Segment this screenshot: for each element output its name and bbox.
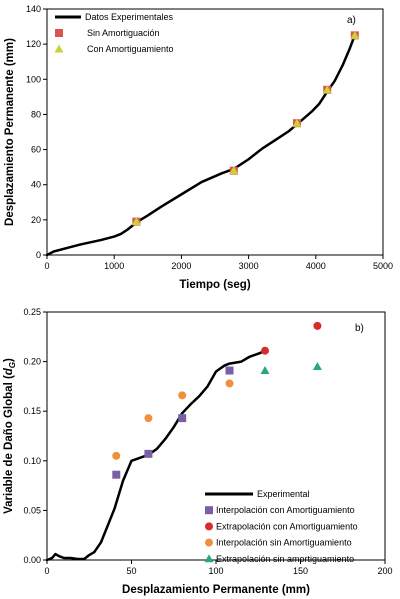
legend-marker-swatch xyxy=(205,506,213,515)
data-point xyxy=(225,366,234,375)
data-point xyxy=(312,362,322,371)
y-axis-title-subscript: G xyxy=(8,362,17,368)
y-tick-label: 0.10 xyxy=(23,456,41,466)
legend-marker-swatch xyxy=(204,554,214,563)
panel-label: a) xyxy=(347,15,356,26)
data-point xyxy=(260,366,270,375)
data-point xyxy=(292,118,302,127)
series-4 xyxy=(112,379,234,460)
legend-label: Experimental xyxy=(257,489,310,499)
x-tick-label: 100 xyxy=(208,566,223,576)
legend-marker-swatch xyxy=(55,29,63,37)
y-tick-label: 0.00 xyxy=(23,555,41,565)
data-point xyxy=(313,321,322,330)
y-tick-label: 20 xyxy=(31,215,41,225)
data-point xyxy=(178,414,187,423)
series-1 xyxy=(45,34,357,257)
y-axis-title: Desplazamiento Permanente (mm) xyxy=(4,38,16,226)
series-3 xyxy=(131,30,360,226)
x-tick-label: 2000 xyxy=(171,261,191,271)
legend-label: Datos Experimentales xyxy=(85,12,174,22)
data-point xyxy=(112,470,121,479)
x-axis-title: Desplazamiento Permanente (mm) xyxy=(122,584,310,596)
plot-frame xyxy=(46,8,384,256)
y-tick-label: 0.20 xyxy=(23,357,41,367)
y-tick-label: 0.05 xyxy=(23,505,41,515)
chart-panel-a: 0 1000 2000 3000 4000 5000 0 20 40 60 80 100 120 140 T… xyxy=(4,4,393,291)
y-tick-label: 0.15 xyxy=(23,406,41,416)
legend-marker-swatch xyxy=(205,538,213,547)
legend-label: Sin Amortiguación xyxy=(87,28,160,38)
series-1 xyxy=(45,350,265,562)
y-axis-title: Variable de Daño Global (dG) xyxy=(3,358,17,514)
y-axis-title-close: ) xyxy=(3,358,15,362)
data-point xyxy=(144,414,153,423)
data-point xyxy=(350,30,360,39)
y-tick-label: 0 xyxy=(36,250,41,260)
series-2 xyxy=(132,31,359,226)
legend-label: Con Amortiguamiento xyxy=(87,44,174,54)
y-tick-label: 40 xyxy=(31,180,41,190)
x-tick-label: 0 xyxy=(44,261,49,271)
data-point xyxy=(112,451,121,460)
data-point xyxy=(229,166,239,175)
legend-label: Interpolación con Amortiguamiento xyxy=(216,505,355,515)
legend-label: Extrapolación sin amortiguamiento xyxy=(216,554,354,564)
data-point xyxy=(144,449,153,458)
legend-label: Interpolación sin Amortiguamiento xyxy=(216,538,352,548)
y-tick-label: 80 xyxy=(31,109,41,119)
y-axis-title-symbol: d xyxy=(3,367,15,375)
y-tick-label: 140 xyxy=(26,4,41,14)
series-3 xyxy=(261,321,322,355)
x-tick-label: 0 xyxy=(44,566,49,576)
data-point xyxy=(322,85,332,94)
y-tick-label: 0.25 xyxy=(23,307,41,317)
legend: Experimental Interpolación con Amortiguam… xyxy=(204,489,358,564)
series-line xyxy=(45,350,265,562)
x-tick-label: 4000 xyxy=(306,261,326,271)
chart-panel-b: 0 50 100 150 200 0.00 0.05 0.10 0.15 0.20 0.25 Desp… xyxy=(3,307,393,596)
x-axis-title: Tiempo (seg) xyxy=(179,279,251,291)
series-line xyxy=(45,34,357,257)
legend-marker-swatch xyxy=(205,522,213,531)
y-tick-label: 100 xyxy=(26,74,41,84)
x-tick-label: 150 xyxy=(293,566,308,576)
x-tick-label: 5000 xyxy=(373,261,393,271)
data-point xyxy=(178,391,187,400)
data-point xyxy=(261,346,270,355)
y-axis-title-main: Variable de Daño Global ( xyxy=(3,375,15,514)
series-2 xyxy=(112,366,234,479)
legend: Datos Experimentales Sin Amortiguación Con… xyxy=(54,12,174,54)
series-5 xyxy=(260,362,322,375)
data-point xyxy=(131,217,141,226)
data-point xyxy=(225,379,234,388)
x-tick-label: 200 xyxy=(377,566,392,576)
y-tick-label: 120 xyxy=(26,39,41,49)
x-tick-label: 3000 xyxy=(239,261,259,271)
x-tick-label: 50 xyxy=(126,566,136,576)
legend-label: Extrapolación con Amortiguamiento xyxy=(216,521,358,531)
legend-marker-swatch xyxy=(54,44,64,53)
x-tick-label: 1000 xyxy=(104,261,124,271)
y-tick-label: 60 xyxy=(31,145,41,155)
panel-label: b) xyxy=(355,323,364,334)
